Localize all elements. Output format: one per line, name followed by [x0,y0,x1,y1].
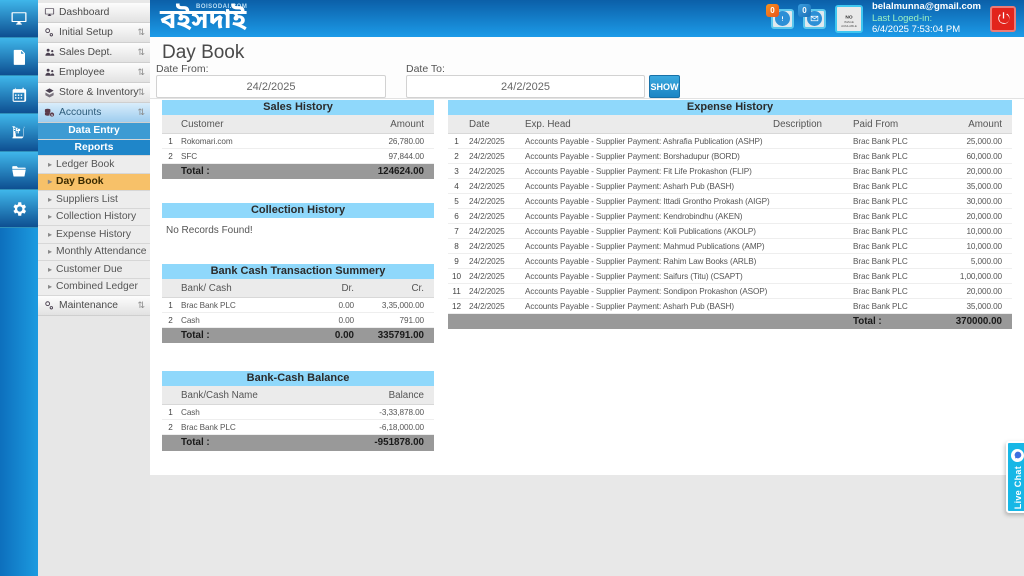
svg-text:NO: NO [845,14,852,20]
svg-text:AVAILABLE: AVAILABLE [841,23,857,27]
